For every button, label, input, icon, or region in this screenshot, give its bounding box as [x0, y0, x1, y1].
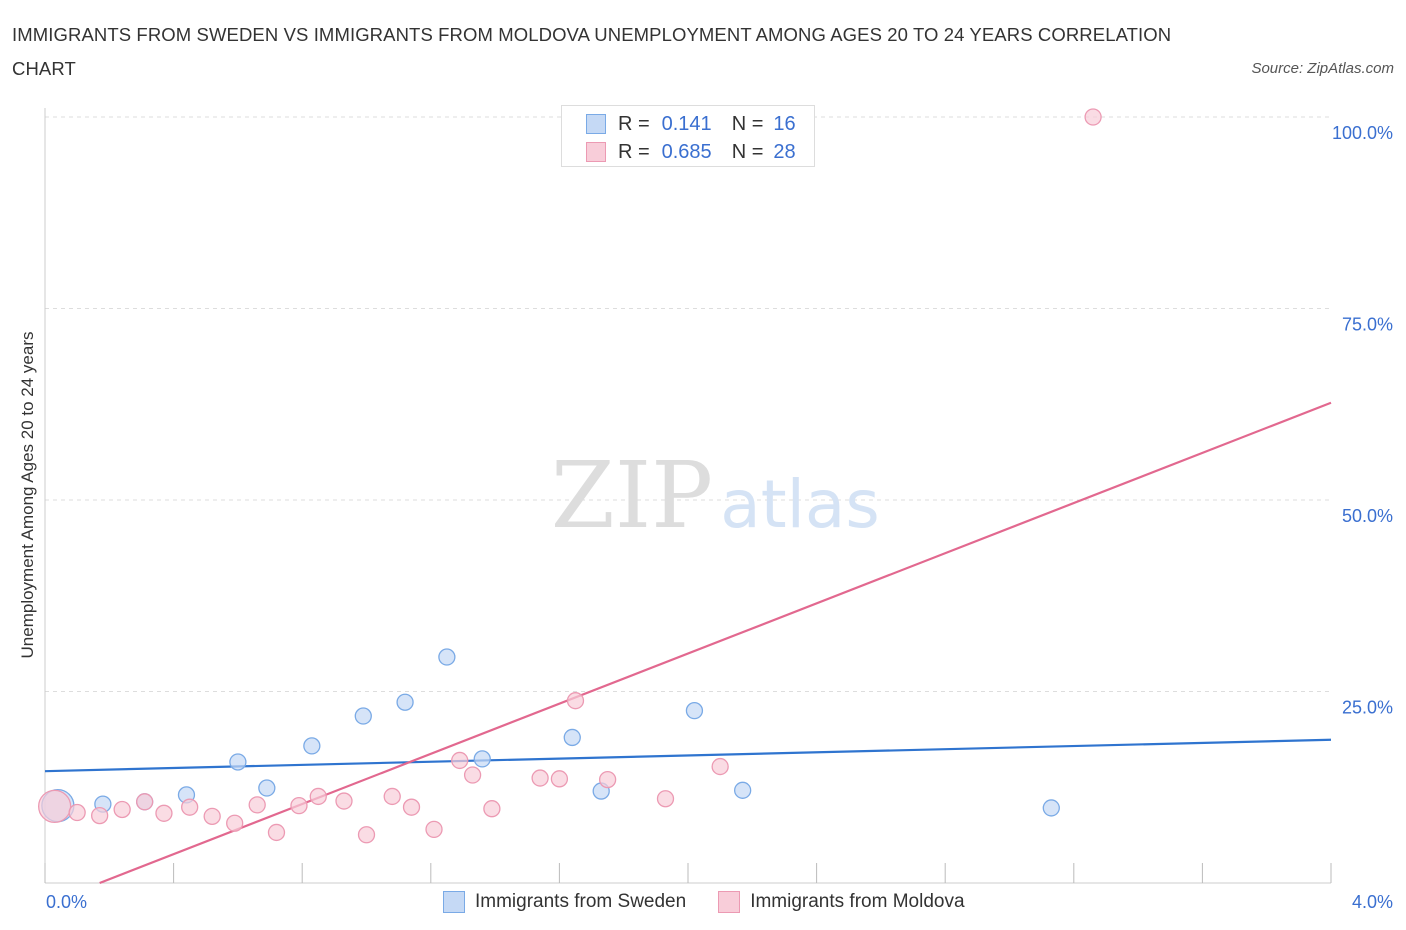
data-points: [37, 108, 1102, 844]
point-moldova: [656, 790, 675, 808]
point-sweden: [734, 781, 752, 799]
legend-n-value: 16: [773, 112, 796, 135]
point-moldova: [226, 814, 244, 832]
legend-row-moldova: R = 0.685 N = 28: [586, 140, 796, 164]
watermark-zip: ZIP: [551, 442, 713, 549]
legend-swatch-sweden: [586, 114, 606, 134]
point-moldova: [290, 796, 308, 815]
legend-row-sweden: R = 0.141 N = 16: [586, 112, 796, 136]
series-label-sweden: Immigrants from Sweden: [475, 891, 687, 912]
tick-labels: 25.0% 50.0% 75.0% 100.0% 0.0% 4.0%: [46, 123, 1393, 912]
watermark-atlas: atlas: [720, 466, 880, 543]
point-sweden: [473, 750, 491, 768]
point-moldova: [357, 826, 376, 844]
axes: [44, 108, 1332, 884]
y-tick-label: 25.0%: [1342, 698, 1393, 718]
series-swatch-moldova: [718, 891, 741, 913]
x-tick-label: 4.0%: [1352, 892, 1393, 912]
series-legend: Immigrants from Sweden Immigrants from M…: [443, 889, 997, 915]
point-moldova: [1084, 108, 1102, 126]
point-moldova: [483, 800, 501, 818]
point-sweden: [396, 693, 414, 711]
legend-n-label: N =: [731, 112, 764, 135]
watermark: ZIP atlas: [551, 442, 880, 549]
stats-legend: R = 0.141 N = 16 R = 0.685 N = 28: [561, 105, 815, 167]
series-label-moldova: Immigrants from Moldova: [750, 891, 965, 912]
chart-title: IMMIGRANTS FROM SWEDEN VS IMMIGRANTS FRO…: [12, 24, 1172, 79]
point-moldova: [155, 804, 173, 822]
point-moldova: [531, 769, 549, 787]
point-sweden: [563, 728, 581, 747]
point-moldova: [267, 823, 286, 842]
series-legend-moldova[interactable]: Immigrants from Moldova: [718, 891, 965, 913]
point-moldova: [383, 787, 401, 806]
point-moldova: [711, 757, 729, 776]
legend-r-value: 0.141: [661, 112, 712, 135]
point-moldova: [309, 787, 327, 806]
y-tick-label: 75.0%: [1342, 315, 1393, 335]
point-moldova: [203, 807, 221, 826]
legend-r-label: R =: [618, 112, 650, 135]
point-moldova: [68, 803, 86, 822]
point-sweden: [438, 648, 456, 666]
point-sweden: [354, 707, 372, 725]
point-moldova: [136, 793, 154, 811]
x-tick-label: 0.0%: [46, 892, 87, 912]
point-moldova: [335, 792, 353, 810]
point-moldova: [402, 798, 421, 816]
point-sweden: [1042, 799, 1060, 817]
point-moldova: [37, 789, 72, 824]
y-tick-label: 50.0%: [1342, 506, 1393, 526]
trend-line-sweden: [44, 738, 1332, 773]
point-sweden: [303, 737, 321, 755]
legend-n-value: 28: [773, 140, 796, 163]
legend-swatch-moldova: [586, 142, 606, 162]
trend-line-moldova: [99, 401, 1332, 885]
point-moldova: [566, 692, 585, 710]
series-legend-sweden[interactable]: Immigrants from Sweden: [443, 891, 686, 913]
point-sweden: [258, 779, 276, 797]
point-sweden: [229, 753, 247, 771]
point-sweden: [685, 702, 704, 720]
legend-r-value: 0.685: [661, 140, 712, 163]
legend-r-label: R =: [618, 140, 650, 163]
y-tick-label: 100.0%: [1332, 123, 1393, 143]
gridlines: [45, 116, 1331, 692]
point-moldova: [425, 820, 443, 839]
point-moldova: [91, 806, 109, 825]
point-moldova: [463, 766, 482, 784]
source-label: Source: ZipAtlas.com: [1251, 60, 1394, 77]
point-moldova: [550, 770, 569, 788]
point-moldova: [598, 770, 617, 789]
point-moldova: [181, 798, 199, 816]
point-moldova: [113, 800, 131, 819]
point-moldova: [248, 796, 266, 814]
series-swatch-sweden: [443, 891, 465, 913]
point-moldova: [451, 751, 469, 770]
legend-n-label: N =: [731, 140, 764, 163]
